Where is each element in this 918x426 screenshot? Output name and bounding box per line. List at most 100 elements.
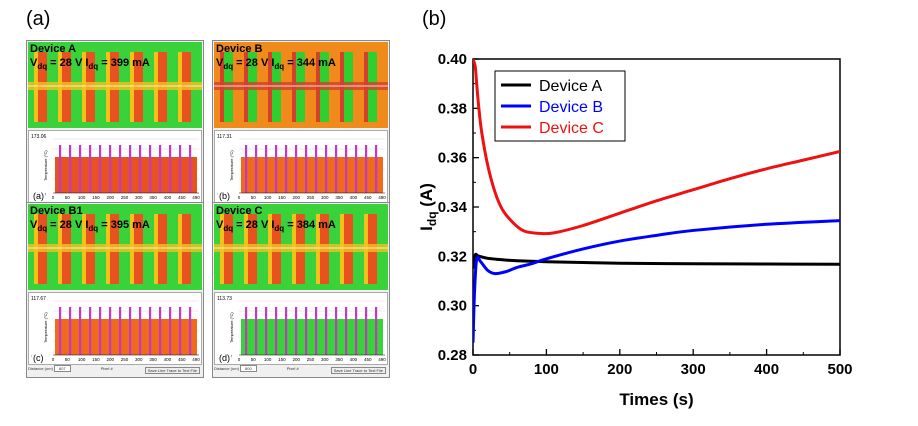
distance-label: Distance (um) [214,366,239,371]
y-tick-label: 0.28 [438,347,467,364]
trace-xtick: 100 [78,357,86,362]
bias-condition: Vdq = 28 V Idq = 344 mA [216,57,336,72]
trace-ylabel: Temperature (°C) [229,150,234,181]
thermal-image [28,204,202,290]
bias-condition: Vdq = 28 V Idq = 384 mA [216,219,336,234]
device-title: Device B [216,43,263,55]
subpanel-label: (c) [31,353,46,363]
y-tick-label: 0.38 [438,100,467,117]
trace-ylabel: Temperature (°C) [43,150,48,181]
trace-xtick: 50 [251,195,257,200]
thermal-image [28,42,202,128]
trace-xtick: 250 [121,357,129,362]
trace-xtick: 300 [135,195,143,200]
x-tick-label: 400 [754,361,779,378]
trace-xtick: 450 [364,357,372,362]
series-line-device-c [473,59,840,236]
trace-xtick: 450 [364,195,372,200]
x-tick-label: 0 [469,361,477,378]
series-line-device-b [473,219,840,343]
y-tick-label: 0.34 [438,199,468,216]
y-axis-label: Idq (A) [417,183,439,231]
y-tick-label: 0.36 [438,150,467,167]
pixel-label: Pixel # [100,366,113,371]
trace-xtick: 200 [106,357,114,362]
trace-xtick: 450 [178,357,186,362]
subpanel-label: (d) [217,353,232,363]
trace-xtick: 150 [278,357,286,362]
trace-xtick: 490 [192,357,200,362]
trace-xtick: 0 [52,195,55,200]
subpanel-label: (b) [217,191,232,201]
device-title: Device A [30,43,77,55]
trace-xtick: 350 [335,195,343,200]
panel-label-b: (b) [422,8,447,30]
x-tick-label: 200 [607,361,632,378]
thermal-image [214,204,388,290]
save-trace-button[interactable]: Save Line Trace to Text File [330,367,386,374]
y-tick-label: 0.40 [438,51,467,68]
trace-xtick: 490 [378,195,386,200]
distance-value: 800 [240,365,257,372]
trace-xtick: 400 [350,357,358,362]
trace-xtick: 300 [321,195,329,200]
trace-xtick: 150 [92,195,100,200]
trace-xtick: 0 [52,357,55,362]
trace-xtick: 400 [164,357,172,362]
trace-footer: Distance (um) 807 Pixel # Save Line Trace … [28,365,202,377]
trace-xtick: 300 [135,357,143,362]
y-tick-label: 0.32 [438,248,467,265]
panel-label-a: (a) [26,8,51,30]
trace-xtick: 490 [192,195,200,200]
x-tick-label: 100 [534,361,559,378]
trace-xtick: 300 [321,357,329,362]
trace-xtick: 350 [335,357,343,362]
trace-xtick: 150 [92,357,100,362]
legend-label: Device C [539,120,604,137]
trace-xtick: 200 [106,195,114,200]
trace-xtick: 100 [78,195,86,200]
bias-condition: Vdq = 28 V Idq = 395 mA [30,219,150,234]
trace-xtick: 150 [278,195,286,200]
trace-xtick: 200 [292,195,300,200]
trace-xtick: 50 [65,357,71,362]
save-trace-button[interactable]: Save Line Trace to Text File [144,367,200,374]
trace-xtick: 350 [149,195,157,200]
trace-ymax: 113.73 [217,296,232,302]
trace-ymax: 173.06 [31,134,47,140]
x-tick-label: 500 [827,361,852,378]
trace-ylabel: Temperature (°C) [229,312,234,343]
pixel-label: Pixel # [286,366,299,371]
x-axis-label: Times (s) [619,390,693,409]
trace-xtick: 250 [307,195,315,200]
trace-xtick: 400 [164,195,172,200]
trace-xtick: 100 [264,195,272,200]
thermal-panel-1: Device A Vdq = 28 V Idq = 399 mA 173.06 100… [26,40,204,216]
trace-xtick: 450 [178,195,186,200]
trace-xtick: 490 [378,357,386,362]
legend-label: Device A [539,78,602,95]
idq-line-chart: 0 100 200 300 400 500 0.28 0.30 0.32 0.34 0.36 0.38… [417,51,853,409]
line-trace-plot: 173.06100.00Temperature (°C)050100150200… [28,130,202,203]
trace-footer: Distance (um) 800 Pixel # Save Line Trace … [214,365,388,377]
legend-label: Device B [539,99,603,116]
trace-xtick: 50 [251,357,257,362]
trace-xtick: 400 [350,195,358,200]
subpanel-label: (a) [31,191,46,201]
series-line-device-a [473,252,840,269]
trace-ymax: 117.31 [217,134,232,140]
trace-ymax: 117.67 [31,296,46,302]
x-tick-label: 300 [681,361,706,378]
trace-xtick: 200 [292,357,300,362]
device-title: Device B1 [30,205,83,217]
trace-xtick: 250 [307,357,315,362]
trace-xtick: 250 [121,195,129,200]
thermal-image [214,42,388,128]
thermal-panel-4: Device C Vdq = 28 V Idq = 384 mA 113.73 100… [212,202,390,378]
distance-label: Distance (um) [28,366,53,371]
line-trace-plot: 117.3197Temperature (°C)0501001502002503… [214,130,388,203]
trace-xtick: 100 [264,357,272,362]
trace-xtick: 0 [238,357,241,362]
